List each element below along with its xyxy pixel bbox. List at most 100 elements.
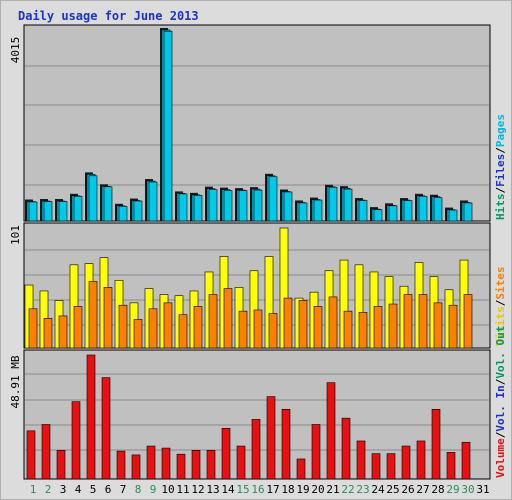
day-label: 22: [341, 483, 354, 496]
sites-bar: [43, 317, 53, 349]
day-label: 24: [371, 483, 385, 496]
volume-bar: [131, 454, 141, 480]
legend-entry: /: [494, 299, 507, 306]
day-label: 25: [386, 483, 399, 496]
volume-bar: [311, 424, 321, 480]
files-bar: [343, 188, 353, 222]
files-bar: [58, 201, 68, 222]
sites-bar: [448, 304, 458, 349]
day-label: 17: [266, 483, 279, 496]
files-bar: [223, 190, 233, 222]
sites-bar: [268, 313, 278, 349]
sites-bar: [163, 302, 173, 349]
volume-bar: [296, 458, 306, 480]
sites-bar: [418, 294, 428, 349]
volume-bar: [101, 377, 111, 480]
sites-bar: [148, 308, 158, 349]
volume-bar: [71, 401, 81, 480]
legend-entry: Vol. In: [494, 385, 507, 431]
volume-bar: [221, 427, 231, 480]
day-label: 11: [176, 483, 189, 496]
legends: Hits/Files/PagesVisits/SitesVolume/Vol. …: [494, 114, 507, 478]
sites-bar: [463, 294, 473, 349]
volume-bar: [236, 445, 246, 480]
volume-bar: [161, 447, 171, 480]
day-label: 20: [311, 483, 324, 496]
volume-legend: Volume/Vol. In/Vol. Out: [494, 326, 507, 478]
day-label: 16: [251, 483, 264, 496]
day-label: 19: [296, 483, 309, 496]
volume-bar: [26, 430, 36, 480]
day-label: 21: [326, 483, 339, 496]
legend-entry: Files: [494, 154, 507, 187]
volume-bar: [41, 424, 51, 480]
sites-bar: [328, 296, 338, 349]
day-label: 2: [45, 483, 52, 496]
sites-bar: [283, 297, 293, 349]
day-label: 7: [120, 483, 127, 496]
legend-entry: Pages: [494, 114, 507, 147]
sites-bar: [88, 281, 98, 349]
day-label: 3: [60, 483, 67, 496]
sites-bar: [208, 294, 218, 349]
volume-bar: [251, 419, 261, 480]
day-label: 15: [236, 483, 249, 496]
volume-bar: [56, 450, 66, 480]
sites-bar: [28, 308, 38, 349]
volume-bar: [191, 450, 201, 480]
files-bar: [43, 201, 53, 222]
sites-bar: [223, 288, 233, 349]
volume-bar: [401, 445, 411, 480]
volume-bar: [461, 441, 471, 480]
sites-bar: [253, 309, 263, 349]
files-bar: [133, 200, 143, 222]
files-bar: [283, 191, 293, 222]
day-label: 14: [221, 483, 235, 496]
visits-max-label: 101: [9, 225, 22, 245]
sites-bar: [388, 303, 398, 349]
day-label: 30: [461, 483, 474, 496]
files-bar: [328, 186, 338, 222]
legend-entry: Vol. Out: [494, 326, 507, 379]
sites-bar: [193, 306, 203, 349]
chart-title: Daily usage for June 2013: [18, 9, 199, 23]
files-bar: [118, 205, 128, 222]
day-label: 8: [135, 483, 142, 496]
files-bar: [238, 190, 248, 222]
hits-max-label: 4015: [9, 37, 22, 64]
day-label: 18: [281, 483, 294, 496]
day-label: 1: [30, 483, 37, 496]
sites-bar: [313, 306, 323, 349]
day-label: 29: [446, 483, 459, 496]
files-bar: [433, 197, 443, 222]
volume-bar: [86, 354, 96, 480]
legend-entry: /: [494, 147, 507, 154]
volume-bar: [446, 452, 456, 480]
legend-entry: Volume: [494, 438, 507, 478]
files-bar: [73, 195, 83, 222]
day-label: 23: [356, 483, 369, 496]
files-bar: [178, 193, 188, 222]
day-label: 12: [191, 483, 204, 496]
files-bar: [298, 202, 308, 222]
volume-bar: [266, 396, 276, 480]
sites-bar: [343, 310, 353, 349]
files-bar: [268, 176, 278, 222]
sites-bar: [73, 306, 83, 349]
day-label: 28: [431, 483, 444, 496]
files-bar: [313, 199, 323, 222]
files-bar: [358, 200, 368, 222]
visits-legend: Visits/Sites: [494, 267, 507, 347]
files-bar: [463, 202, 473, 222]
legend-entry: /: [494, 431, 507, 438]
volume-bar: [176, 453, 186, 480]
day-label: 9: [150, 483, 157, 496]
volume-bar: [326, 382, 336, 480]
volume-bar: [146, 445, 156, 480]
sites-bar: [58, 315, 68, 349]
sites-bar: [118, 304, 128, 349]
day-label: 26: [401, 483, 414, 496]
sites-bar: [373, 306, 383, 349]
day-label: 10: [161, 483, 174, 496]
sites-bar: [433, 302, 443, 349]
